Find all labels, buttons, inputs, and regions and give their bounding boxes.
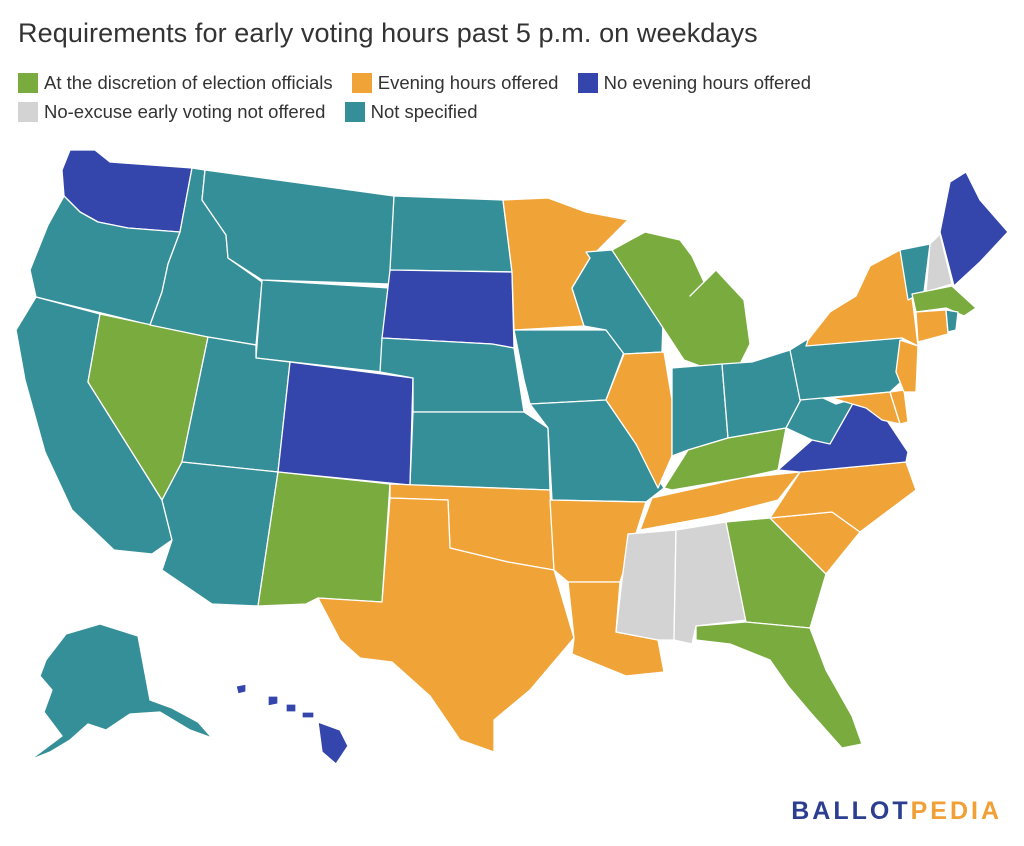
state-GA	[725, 517, 827, 629]
legend-label-discretion: At the discretion of election officials	[44, 72, 333, 93]
legend-item-evening: Evening hours offered	[351, 72, 559, 93]
state-KS	[409, 411, 551, 491]
state-ME	[939, 171, 1009, 287]
legend-label-noexcuse: No-excuse early voting not offered	[44, 101, 326, 122]
legend-item-noexcuse: No-excuse early voting not offered	[18, 101, 325, 122]
legend-swatch-none	[577, 73, 598, 93]
state-SD	[381, 269, 515, 349]
legend-label-evening: Evening hours offered	[377, 72, 559, 93]
ballotpedia-logo: BALLOTPEDIA	[791, 797, 1002, 826]
state-NM	[257, 471, 391, 607]
legend: At the discretion of election officials …	[18, 68, 1008, 126]
legend-swatch-noexcuse	[18, 102, 38, 122]
us-map	[15, 149, 1009, 765]
brand-part-2: PEDIA	[910, 797, 1002, 825]
state-CT	[915, 309, 949, 343]
state-RI	[945, 309, 959, 333]
state-NY	[805, 249, 919, 347]
legend-swatch-evening	[351, 73, 372, 93]
legend-label-none: No evening hours offered	[603, 72, 812, 93]
brand-part-1: BALLOT	[791, 797, 911, 825]
state-TN	[639, 471, 801, 531]
legend-item-none: No evening hours offered	[577, 72, 812, 93]
legend-label-unspecified: Not specified	[370, 101, 478, 122]
chart-title: Requirements for early voting hours past…	[18, 18, 758, 48]
state-FL	[695, 621, 863, 749]
state-IL	[605, 351, 673, 489]
legend-item-discretion: At the discretion of election officials	[18, 72, 333, 93]
state-AK	[29, 623, 213, 761]
state-TX	[317, 497, 575, 753]
state-CO	[277, 361, 414, 486]
state-IA	[513, 329, 625, 405]
legend-swatch-discretion	[18, 73, 38, 93]
state-KY	[663, 427, 787, 491]
state-ND	[389, 195, 513, 273]
state-MD	[831, 391, 901, 425]
legend-item-unspecified: Not specified	[344, 101, 478, 122]
state-NH	[925, 233, 953, 293]
state-WY	[255, 279, 391, 373]
state-DE	[889, 389, 909, 425]
state-HI	[235, 683, 349, 765]
legend-swatch-unspecified	[344, 102, 365, 122]
